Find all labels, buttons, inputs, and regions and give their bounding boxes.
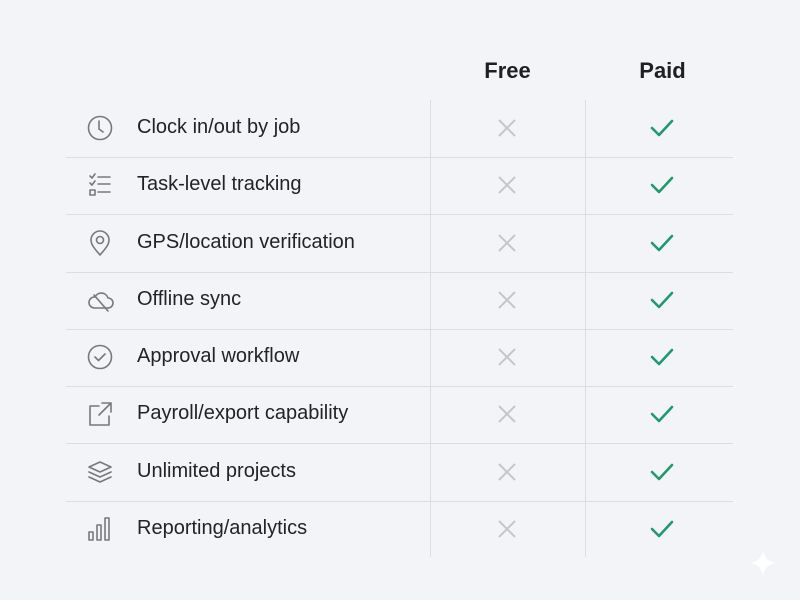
check-icon [650, 173, 674, 197]
feature-row: Unlimited projects [66, 444, 733, 502]
feature-row: Task-level tracking [66, 157, 733, 216]
column-divider [585, 100, 586, 557]
clock-icon [86, 114, 114, 142]
layers-icon [86, 458, 114, 486]
bar-chart-icon [86, 515, 114, 543]
location-pin-icon [86, 229, 114, 257]
cloud-offline-icon [86, 286, 114, 314]
feature-row: Offline sync [66, 272, 733, 330]
cross-icon [495, 116, 519, 140]
check-icon [650, 231, 674, 255]
column-header-paid: Paid [639, 58, 686, 83]
feature-row: Approval workflow [66, 329, 733, 387]
check-circle-icon [86, 343, 114, 371]
check-icon [650, 288, 674, 312]
cross-icon [495, 460, 519, 484]
check-icon [650, 460, 674, 484]
feature-row: Reporting/analytics [66, 501, 733, 558]
feature-row: Payroll/export capability [66, 386, 733, 445]
feature-label: GPS/location verification [137, 230, 355, 253]
checklist-icon [86, 171, 114, 199]
feature-row: GPS/location verification [66, 215, 733, 273]
sparkle-icon [749, 549, 777, 577]
cross-icon [495, 345, 519, 369]
feature-label: Clock in/out by job [137, 116, 301, 138]
export-icon [86, 400, 114, 428]
feature-label: Offline sync [137, 287, 242, 310]
cross-icon [495, 288, 519, 312]
feature-label: Task-level tracking [137, 173, 302, 196]
feature-label: Payroll/export capability [137, 402, 349, 425]
cross-icon [495, 402, 519, 426]
check-icon [650, 517, 674, 541]
check-icon [650, 116, 674, 140]
cross-icon [495, 517, 519, 541]
feature-label: Reporting/analytics [137, 516, 308, 539]
feature-label: Unlimited projects [137, 459, 296, 482]
feature-label: Approval workflow [137, 345, 300, 367]
cross-icon [495, 173, 519, 197]
column-header-free: Free [484, 58, 531, 83]
cross-icon [495, 231, 519, 255]
check-icon [650, 345, 674, 369]
check-icon [650, 402, 674, 426]
column-divider [430, 100, 431, 557]
feature-row: Clock in/out by job [66, 100, 733, 158]
